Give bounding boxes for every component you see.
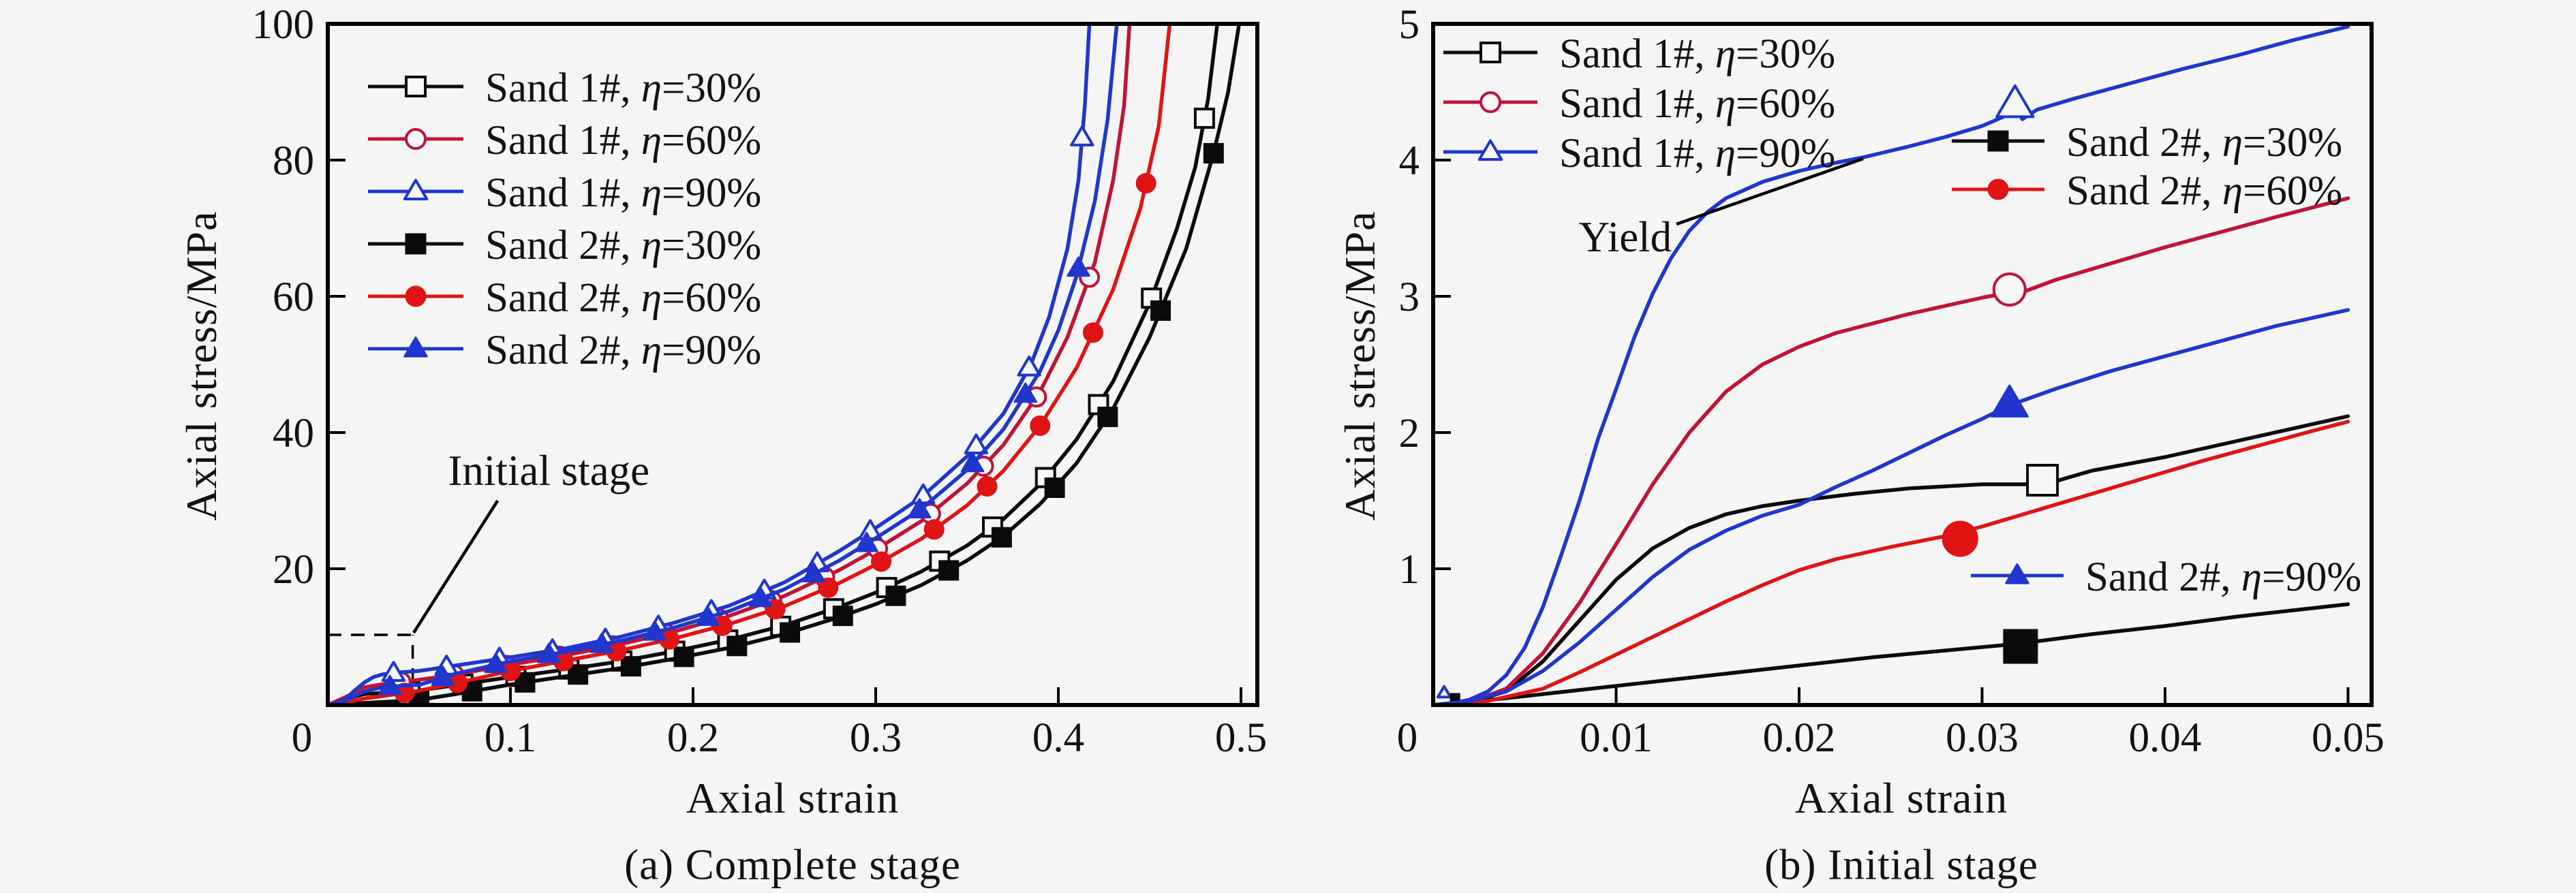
panel-b-x-axis-title: Axial strain: [1794, 774, 2008, 822]
series-sand-2-90: [329, 25, 1119, 705]
series-sand-1-90: [1435, 25, 2350, 705]
legend-item-sand-2-90: Sand 2#, η=90%: [368, 328, 761, 373]
svg-text:Sand 1#, η=60%: Sand 1#, η=60%: [485, 118, 761, 163]
legend-item-sand-1-90: Sand 1#, η=90%: [368, 170, 761, 216]
svg-text:Sand 2#, η=60%: Sand 2#, η=60%: [485, 275, 761, 321]
y-tick-label: 5: [1399, 2, 1420, 48]
legend-item-sand-2-60: Sand 2#, η=60%: [368, 275, 761, 321]
series-sand-1-30: [1435, 414, 2350, 705]
svg-text:Sand 1#, η=90%: Sand 1#, η=90%: [485, 170, 761, 216]
y-tick-label: 1: [1399, 547, 1420, 593]
x-tick-label: 0.01: [1580, 715, 1653, 761]
legend-item-sand-1-60: Sand 1#, η=60%: [1443, 81, 1835, 127]
axis-ticks: 0 0.1 0.2 0.3 0.4 0.5 20 40 60 80 100: [252, 2, 1268, 761]
legend-item-sand-1-30: Sand 1#, η=30%: [368, 65, 761, 111]
svg-text:Yield: Yield: [1579, 213, 1672, 261]
panel-a-x-axis-title: Axial strain: [686, 774, 900, 822]
svg-text:Initial stage: Initial stage: [448, 447, 649, 495]
x-tick-label: 0.3: [850, 715, 902, 761]
x-tick-label: 0.05: [2312, 715, 2385, 761]
y-tick-label: 4: [1399, 138, 1420, 184]
series-sand-1-60: [1435, 196, 2350, 705]
x-tick-label: 0.04: [2129, 715, 2202, 761]
y-tick-label: 3: [1399, 275, 1420, 320]
y-tick-label: 2: [1399, 411, 1420, 456]
svg-text:Sand 2#, η=60%: Sand 2#, η=60%: [2066, 168, 2342, 214]
legend-item-sand-2-90: Sand 2#, η=90%: [1971, 554, 2361, 600]
plot-border: [1431, 22, 2374, 707]
x-tick-label: 0.2: [667, 715, 719, 761]
series-sand-2-30: [1435, 602, 2350, 705]
panel-a-y-axis-title: Axial stress/MPa: [177, 210, 226, 521]
y-tick-label: 60: [273, 275, 314, 320]
svg-text:Sand 1#, η=60%: Sand 1#, η=60%: [1559, 81, 1835, 127]
x-tick-label: 0.02: [1763, 715, 1836, 761]
legend-item-sand-2-30: Sand 2#, η=30%: [368, 223, 761, 268]
panel-a: 0 0.1 0.2 0.3 0.4 0.5 20 40 60 80 100 Sand 1#, η=30…: [252, 2, 1268, 761]
panel-a-caption: (a) Complete stage: [624, 841, 961, 889]
legend-item-sand-2-60: Sand 2#, η=60%: [1952, 168, 2342, 214]
legend-item-sand-2-30: Sand 2#, η=30%: [1952, 120, 2342, 166]
panel-b: 0 0.01 0.02 0.03 0.04 0.05 1 2 3 4 5 Sand 1#, η=30%…: [1397, 2, 2385, 761]
series-sand-2-90: [1435, 308, 2350, 705]
legend-item-sand-1-60: Sand 1#, η=60%: [368, 118, 761, 163]
svg-text:Sand 2#, η=30%: Sand 2#, η=30%: [2066, 120, 2342, 166]
y-tick-label: 20: [273, 547, 314, 593]
legend-item-sand-1-30: Sand 1#, η=30%: [1443, 31, 1835, 77]
x-tick-label: 0: [292, 715, 313, 761]
y-tick-label: 100: [252, 2, 315, 48]
panel-b-y-axis-title: Axial stress/MPa: [1336, 210, 1384, 521]
svg-text:Sand 1#, η=30%: Sand 1#, η=30%: [1559, 31, 1835, 77]
panel-b-caption: (b) Initial stage: [1764, 841, 2038, 889]
plot-border: [326, 22, 1259, 707]
annotation-initial-stage: Initial stage: [412, 447, 649, 634]
y-tick-label: 80: [273, 138, 314, 184]
x-tick-label: 0.03: [1946, 715, 2019, 761]
axis-ticks: 0 0.01 0.02 0.03 0.04 0.05 1 2 3 4 5: [1397, 2, 2385, 761]
series-sand-2-60: [1435, 420, 2350, 705]
svg-text:Sand 1#, η=90%: Sand 1#, η=90%: [1559, 131, 1835, 176]
annotation-yield: Yield: [1579, 157, 1864, 261]
svg-text:Sand 2#, η=90%: Sand 2#, η=90%: [485, 328, 761, 373]
svg-text:Sand 1#, η=30%: Sand 1#, η=30%: [485, 65, 761, 111]
svg-text:Sand 2#, η=90%: Sand 2#, η=90%: [2085, 554, 2361, 600]
x-tick-label: 0: [1397, 715, 1418, 761]
x-tick-label: 0.1: [485, 715, 536, 761]
y-tick-label: 40: [273, 411, 314, 456]
series-sand-2-30: [329, 25, 1241, 705]
svg-text:Sand 2#, η=30%: Sand 2#, η=30%: [485, 223, 761, 268]
legend-item-sand-1-90: Sand 1#, η=90%: [1443, 131, 1835, 176]
x-tick-label: 0.4: [1032, 715, 1084, 761]
x-tick-label: 0.5: [1215, 715, 1267, 761]
